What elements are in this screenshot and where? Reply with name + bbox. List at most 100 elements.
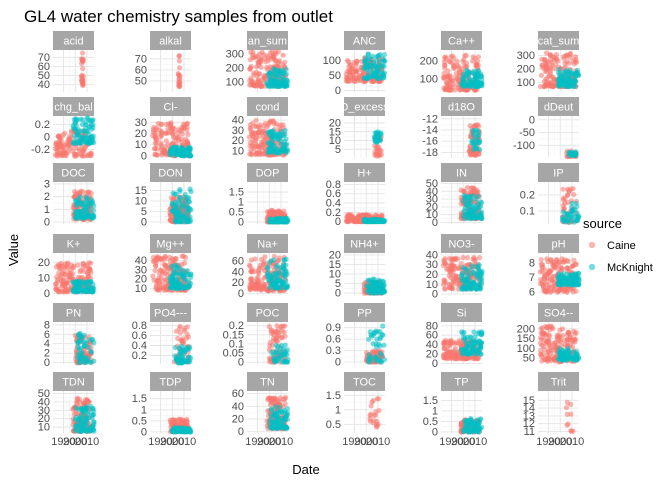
- y-tick-label: 0.2: [229, 320, 244, 332]
- data-point-caine: [464, 184, 470, 191]
- data-point-mcknight: [180, 275, 186, 281]
- y-tick-label: 70: [38, 52, 50, 64]
- facet-strip-label: POC: [256, 308, 280, 320]
- facet-strip: [247, 31, 288, 50]
- data-point-mcknight: [461, 192, 467, 198]
- data-point-caine: [275, 60, 281, 66]
- data-point-mcknight: [470, 127, 476, 133]
- y-tick-label: 70: [135, 53, 147, 65]
- data-point-caine: [62, 280, 69, 287]
- data-point-mcknight: [362, 218, 368, 224]
- data-point-caine: [356, 215, 362, 221]
- y-tick-label: 20: [329, 118, 341, 130]
- data-point-mcknight: [278, 343, 285, 349]
- data-point-mcknight: [381, 63, 387, 69]
- data-point-caine: [457, 87, 463, 93]
- data-point-mcknight: [574, 210, 580, 216]
- facet-strip-label: cat_sum: [538, 36, 580, 48]
- data-point-caine: [441, 70, 447, 77]
- data-point-mcknight: [472, 75, 478, 81]
- data-point-caine: [151, 124, 157, 130]
- data-point-caine: [249, 280, 255, 286]
- data-point-caine: [164, 130, 170, 136]
- data-point-caine: [464, 255, 470, 261]
- data-point-mcknight: [472, 145, 478, 151]
- data-point-mcknight: [282, 274, 288, 280]
- data-point-mcknight: [368, 56, 374, 62]
- y-tick-label: 0.8: [132, 320, 147, 332]
- data-point-caine: [62, 130, 68, 136]
- data-point-mcknight: [564, 82, 570, 88]
- data-point-mcknight: [79, 136, 85, 142]
- data-point-mcknight: [273, 147, 279, 153]
- data-point-caine: [251, 72, 257, 78]
- data-point-caine: [60, 144, 66, 150]
- facet-strip-label: DON: [158, 168, 183, 180]
- y-tick-label: 0: [335, 85, 341, 97]
- data-point-caine: [253, 123, 259, 129]
- data-point-mcknight: [90, 212, 96, 218]
- data-point-caine: [153, 284, 159, 290]
- data-point-caine: [256, 266, 262, 272]
- y-tick-label: 0: [44, 217, 50, 229]
- facet-strip-label: NH4+: [350, 239, 378, 251]
- data-point-mcknight: [377, 218, 383, 224]
- data-point-mcknight: [177, 195, 183, 201]
- data-point-caine: [349, 72, 355, 78]
- data-point-caine: [537, 83, 544, 90]
- data-point-caine: [264, 64, 270, 70]
- y-tick-label: -18: [422, 147, 438, 159]
- data-point-mcknight: [271, 257, 277, 263]
- data-point-caine: [162, 284, 168, 290]
- data-point-mcknight: [479, 81, 485, 87]
- data-point-mcknight: [172, 353, 178, 359]
- data-point-caine: [474, 58, 480, 64]
- data-point-caine: [272, 329, 278, 335]
- data-point-caine: [247, 125, 253, 131]
- data-point-caine: [56, 133, 62, 139]
- data-point-caine: [467, 123, 473, 129]
- data-point-mcknight: [172, 344, 178, 351]
- data-point-caine: [159, 121, 165, 127]
- data-point-caine: [276, 255, 282, 261]
- data-point-caine: [445, 84, 451, 90]
- facet-strip-label: Na+: [257, 239, 278, 251]
- data-point-mcknight: [75, 331, 82, 338]
- data-point-caine: [254, 53, 261, 60]
- data-point-caine: [251, 146, 257, 152]
- facet-panel-d18o: d18O-18-16-14-12: [422, 97, 483, 159]
- y-tick-label: 20: [38, 257, 50, 269]
- facet-strip-label: DOP: [256, 168, 280, 180]
- data-point-mcknight: [281, 133, 287, 139]
- data-point-caine: [551, 66, 558, 72]
- data-point-mcknight: [76, 127, 82, 133]
- y-tick-label: 50: [135, 75, 147, 87]
- data-point-caine: [452, 264, 458, 270]
- data-point-caine: [547, 276, 553, 282]
- data-point-mcknight: [84, 134, 90, 141]
- data-point-caine: [280, 52, 286, 58]
- data-point-mcknight: [564, 212, 571, 218]
- data-point-caine: [542, 288, 548, 294]
- data-point-mcknight: [79, 214, 85, 221]
- data-point-caine: [261, 73, 267, 79]
- data-point-mcknight: [459, 270, 465, 276]
- y-tick-label: 3: [44, 178, 50, 190]
- data-point-caine: [250, 49, 256, 56]
- y-tick-label: 50: [38, 70, 50, 82]
- data-point-caine: [182, 260, 188, 266]
- data-point-mcknight: [376, 52, 382, 59]
- y-tick-label: 10: [135, 195, 147, 207]
- facet-strip: [538, 31, 579, 50]
- y-tick-label: 100: [420, 74, 438, 86]
- data-point-mcknight: [172, 279, 178, 285]
- data-point-caine: [250, 79, 256, 85]
- data-point-caine: [347, 62, 353, 68]
- y-tick-label: 40: [135, 255, 147, 267]
